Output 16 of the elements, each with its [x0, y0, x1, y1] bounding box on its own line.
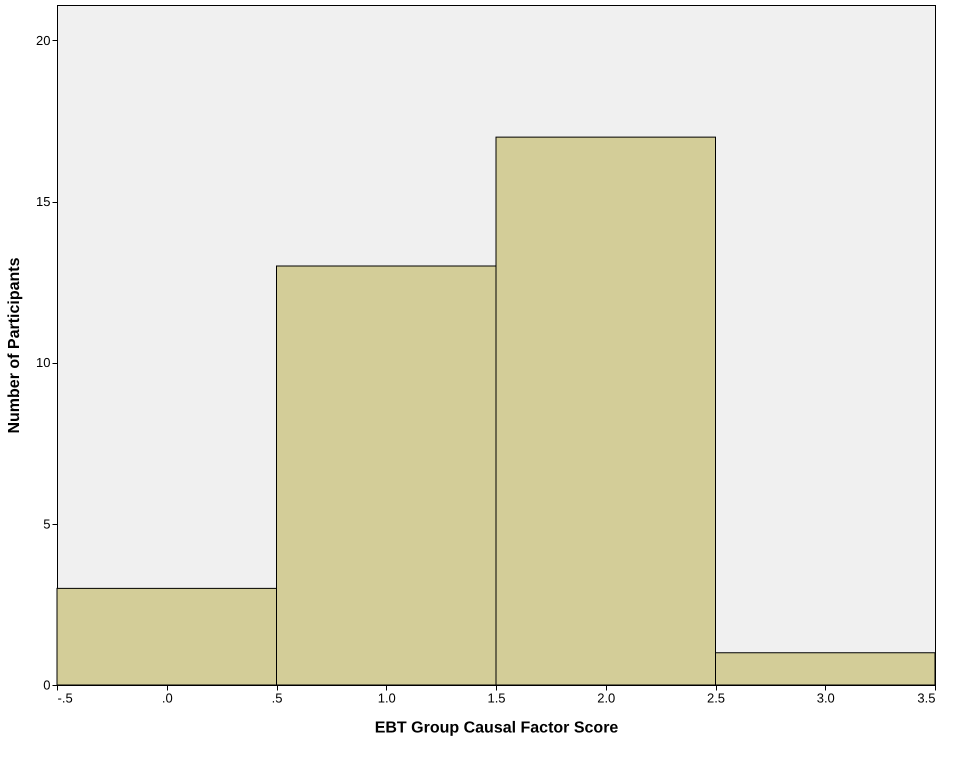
x-tick-label: 1.5 — [487, 690, 506, 706]
x-tick-label: 1.0 — [378, 690, 396, 706]
y-tick-label: 5 — [43, 516, 50, 532]
x-axis-title: EBT Group Causal Factor Score — [374, 720, 618, 736]
y-tick-label: 0 — [43, 678, 50, 692]
x-tick-label: 2.0 — [597, 690, 616, 706]
x-tick-label: 2.5 — [706, 690, 726, 706]
y-tick-label: 20 — [36, 32, 50, 48]
x-tick-label: -.5 — [58, 690, 73, 706]
y-axis-title: Number of Participants — [6, 257, 24, 434]
y-tick-label: 10 — [36, 355, 50, 370]
x-tick-label: .5 — [272, 690, 282, 706]
y-tick-label: 15 — [36, 194, 50, 210]
x-tick-label: .0 — [162, 690, 173, 706]
x-tick-label: 3.5 — [917, 690, 936, 706]
x-tick-label: 3.0 — [816, 690, 835, 706]
